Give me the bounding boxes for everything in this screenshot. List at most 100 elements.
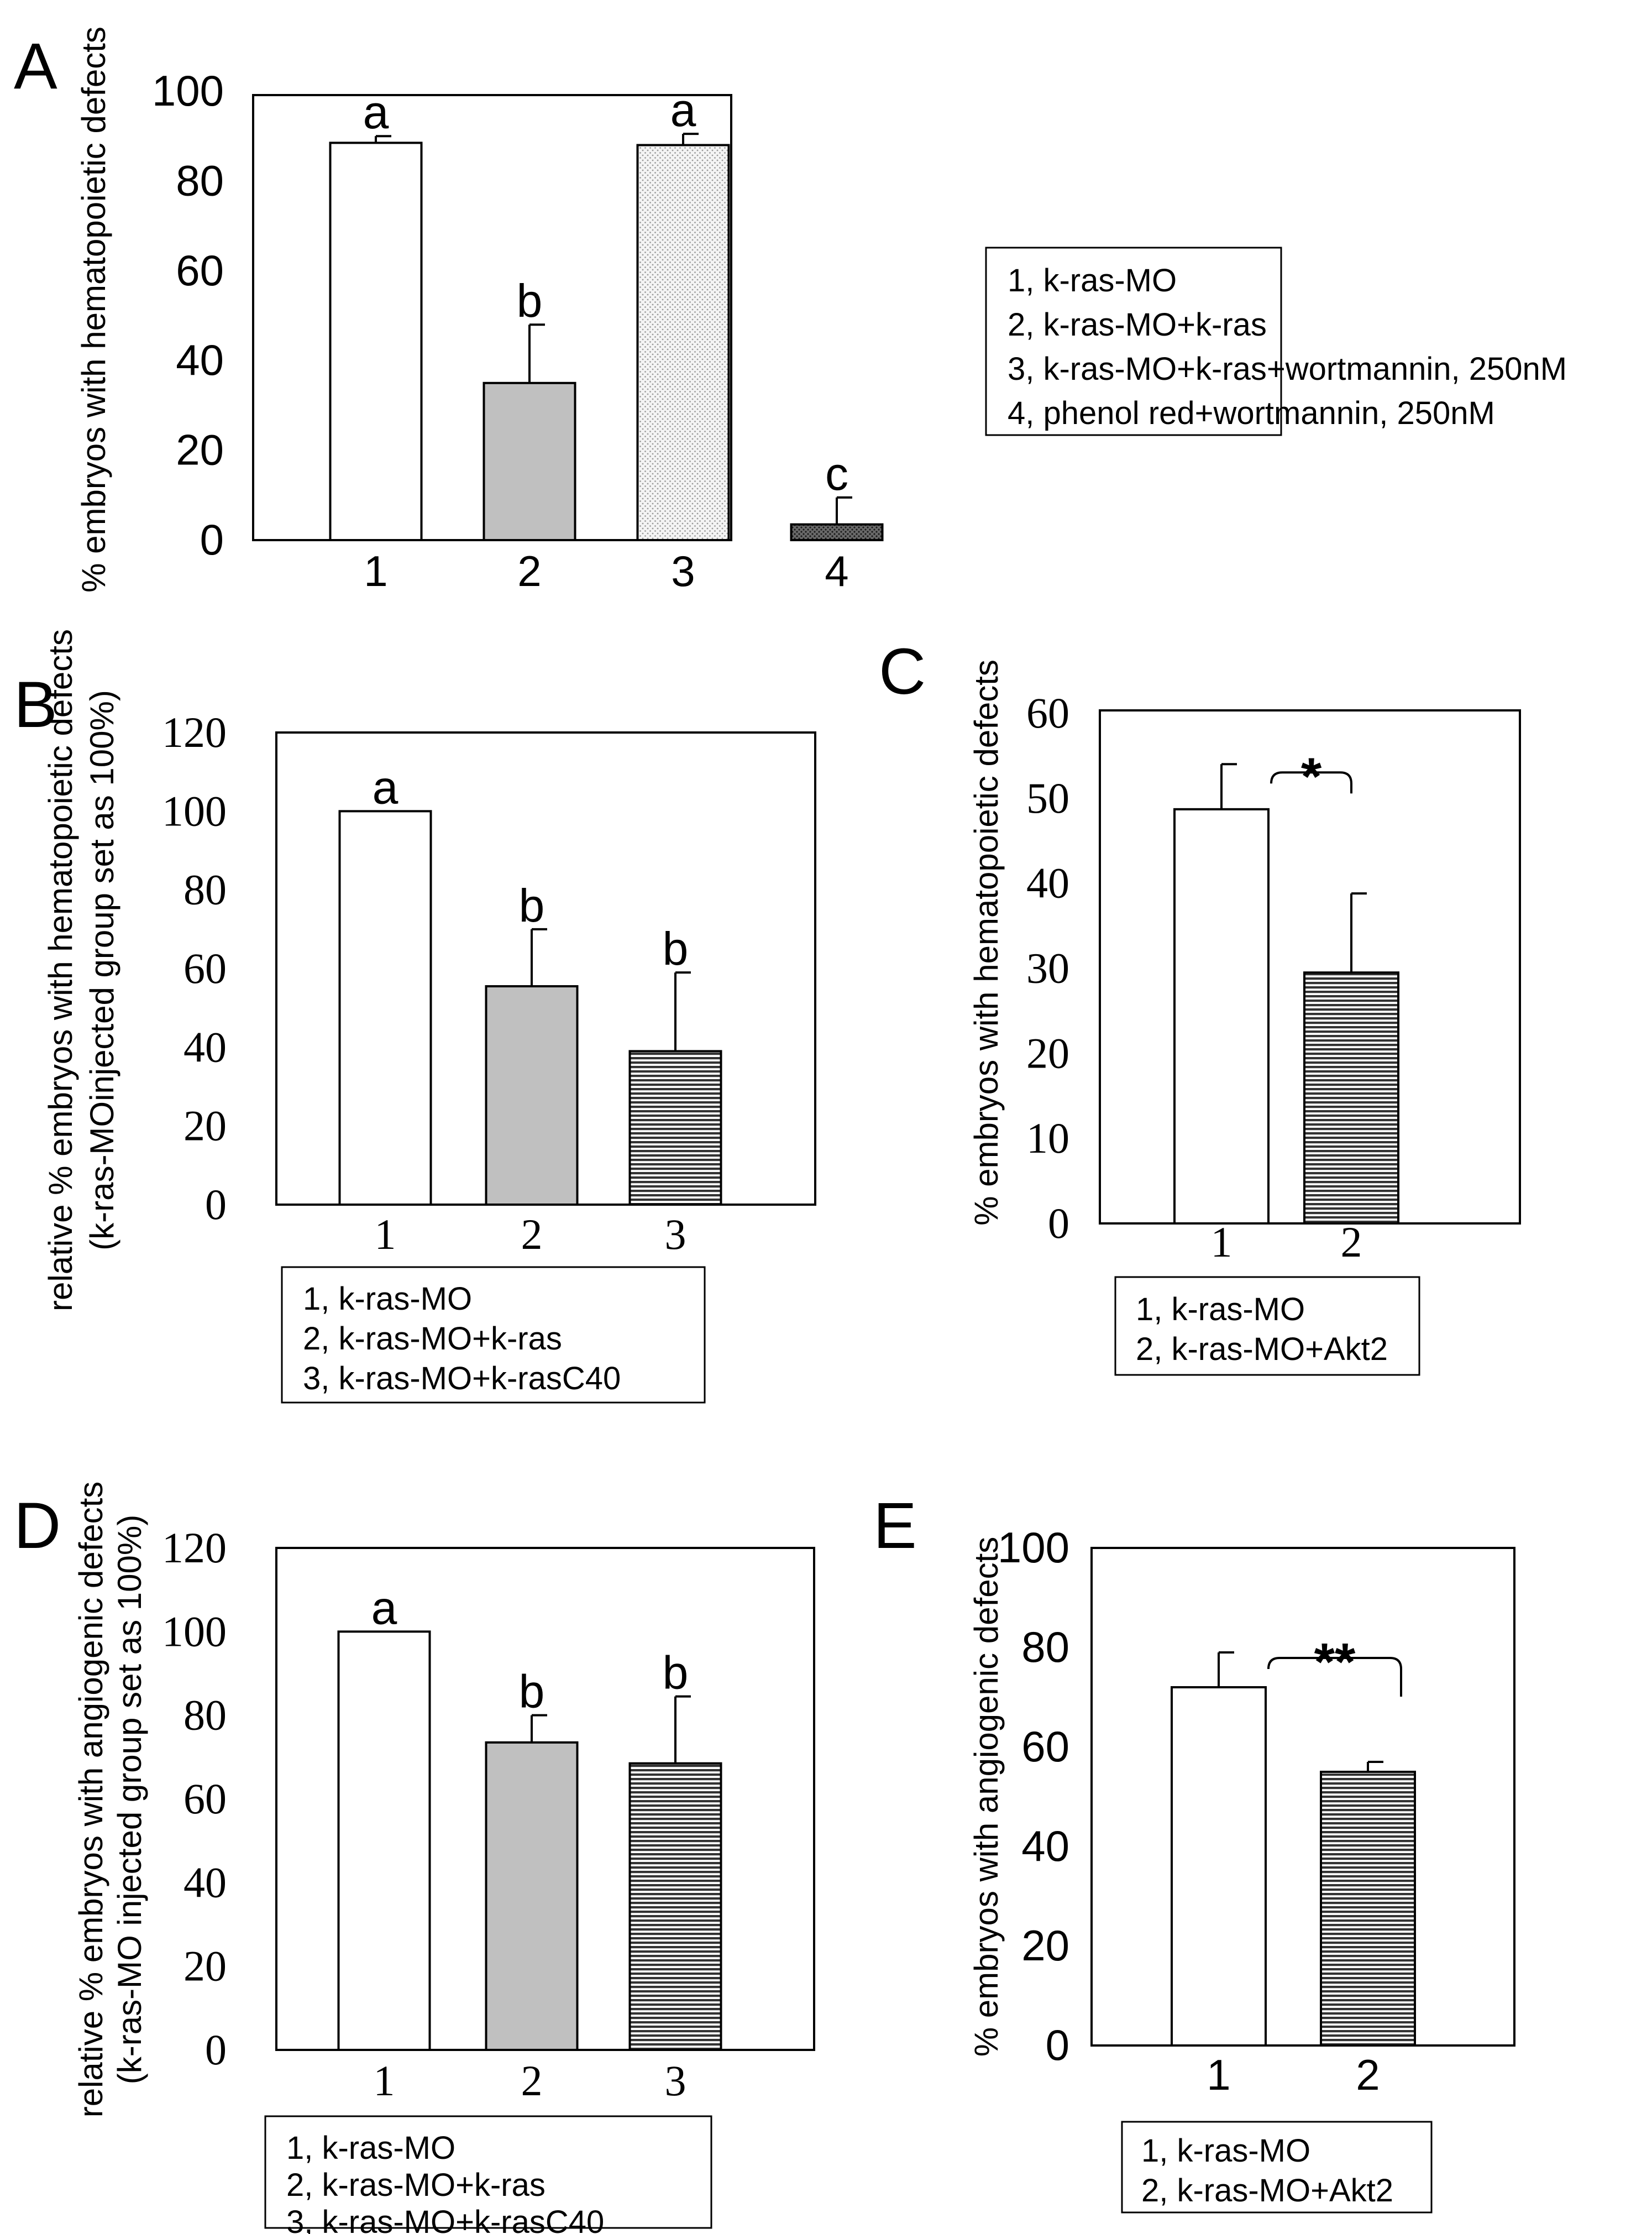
comparison-bracket [1267, 1657, 1402, 1697]
y-tick-label: 40 [176, 336, 224, 384]
bar [329, 142, 423, 541]
bar [338, 810, 432, 1206]
panel-label-d: D [14, 1489, 61, 1562]
x-tick-label: 3 [665, 1210, 686, 1258]
legend-entry: 2, k-ras-MO+k-ras [303, 1321, 562, 1357]
y-tick-label: 100 [998, 1523, 1069, 1572]
x-tick-label: 1 [375, 1210, 396, 1258]
legend-box [264, 2115, 712, 2229]
legend-entry: 1, k-ras-MO [1141, 2133, 1310, 2169]
y-tick-label: 60 [183, 944, 227, 992]
y-axis-label: % embryos with angiogenic defects [968, 1537, 1005, 2057]
comparison-label: * [1301, 747, 1322, 806]
x-tick-label: 3 [665, 2057, 686, 2105]
legend-entry: 1, k-ras-MO [286, 2130, 455, 2166]
panel-e: E 0 20 40 60 80 100% embryos with angiogenic d… [873, 1489, 1515, 2214]
y-tick-label: 0 [1048, 1199, 1069, 1247]
y-tick-label: 120 [162, 708, 227, 756]
y-tick-label: 60 [1026, 689, 1069, 737]
y-tick-label: 20 [1026, 1029, 1069, 1077]
significance-label: b [519, 880, 545, 932]
y-tick-label: 80 [183, 866, 227, 914]
legend-box [281, 1266, 706, 1404]
significance-label: a [363, 86, 389, 138]
bar [790, 523, 884, 542]
y-tick-label: 100 [162, 1607, 227, 1655]
legend-box [985, 247, 1282, 436]
panel-label-e: E [873, 1489, 917, 1562]
legend-entry: 3, k-ras-MO+k-rasC40 [303, 1361, 621, 1396]
y-tick-label: 20 [176, 426, 224, 474]
bar [628, 1762, 722, 2051]
y-axis-label: relative % embryos with angiogenic defec… [72, 1482, 109, 2118]
y-tick-label: 40 [183, 1023, 227, 1071]
significance-label: c [825, 448, 848, 500]
y-tick-label: 0 [205, 1180, 227, 1228]
y-tick-label: 30 [1026, 944, 1069, 992]
x-tick-label: 2 [1341, 1218, 1362, 1266]
x-tick-label: 1 [1211, 1218, 1233, 1266]
significance-label: a [371, 1582, 397, 1634]
y-axis-label-sub: (k-ras-MO injected group set as 100%) [111, 1515, 148, 2084]
significance-label: a [373, 761, 398, 813]
legend-entry: 1, k-ras-MO [303, 1281, 472, 1317]
legend-box [1114, 1276, 1420, 1376]
x-tick-label: 2 [1356, 2050, 1380, 2099]
legend-entry: 2, k-ras-MO+Akt2 [1141, 2173, 1393, 2209]
y-tick-label: 0 [1046, 2021, 1069, 2069]
x-tick-label: 1 [1207, 2050, 1230, 2099]
y-tick-label: 50 [1026, 774, 1069, 822]
bar [485, 1741, 579, 2052]
y-axis-label: % embryos with hematopoietic defects [75, 27, 112, 593]
significance-label: b [663, 1647, 689, 1699]
x-tick-label: 1 [364, 547, 387, 595]
bar [337, 1630, 431, 2051]
bar [1173, 808, 1270, 1225]
panel-label-a: A [14, 30, 57, 103]
comparison-label: ** [1314, 1633, 1356, 1692]
bar [1320, 1771, 1416, 2047]
y-tick-label: 40 [183, 1858, 227, 1906]
y-tick-label: 40 [1026, 859, 1069, 907]
bar [628, 1050, 722, 1206]
legend-entry: 1, k-ras-MO [1008, 263, 1177, 299]
legend-entry: 1, k-ras-MO [1136, 1291, 1305, 1327]
y-tick-label: 100 [162, 787, 227, 835]
legend-entry: 2, k-ras-MO+k-ras [286, 2167, 546, 2203]
x-tick-label: 1 [374, 2057, 395, 2105]
panel-label-b: B [14, 668, 57, 741]
y-axis-label: relative % embryos with hematopoietic de… [42, 629, 79, 1311]
significance-label: b [517, 275, 543, 327]
y-tick-label: 80 [1021, 1623, 1069, 1671]
x-tick-label: 3 [671, 547, 695, 595]
panel-d: D 0 20 40 60 80 100 120 relative % embryos with … [14, 1482, 815, 2234]
legend-entry: 2, k-ras-MO+Akt2 [1136, 1331, 1388, 1367]
y-tick-label: 0 [200, 515, 224, 564]
y-tick-label: 60 [176, 246, 224, 295]
bar [1171, 1686, 1267, 2047]
x-tick-label: 2 [517, 547, 541, 595]
y-tick-label: 80 [183, 1691, 227, 1739]
significance-label: b [519, 1666, 545, 1718]
bar [636, 144, 730, 541]
y-tick-label: 60 [183, 1775, 227, 1823]
legend-entry: 4, phenol red+wortmannin, 250nM [1008, 395, 1495, 431]
legend-box [1121, 2121, 1433, 2214]
legend-entry: 3, k-ras-MO+k-ras+wortmannin, 250nM [1008, 351, 1567, 387]
y-tick-label: 10 [1026, 1114, 1069, 1162]
y-tick-label: 0 [205, 2026, 227, 2074]
bar [1303, 971, 1399, 1225]
x-tick-label: 2 [521, 2057, 543, 2105]
panel-a: A 0 20 40 60 80 100 % embryos with hematopoieti… [14, 27, 1567, 595]
y-tick-label: 80 [176, 156, 224, 205]
bar [483, 381, 576, 541]
y-tick-label: 20 [183, 1102, 227, 1150]
panel-b: B 0 20 40 60 80 100 120 relative % embryos with … [14, 629, 816, 1404]
y-tick-label: 120 [162, 1524, 227, 1572]
legend-entry: 2, k-ras-MO+k-ras [1008, 307, 1267, 343]
legend-entry: 3, k-ras-MO+k-rasC40 [286, 2204, 604, 2234]
y-axis-label: % embryos with hematopoietic defects [968, 660, 1005, 1226]
bar [485, 985, 579, 1206]
